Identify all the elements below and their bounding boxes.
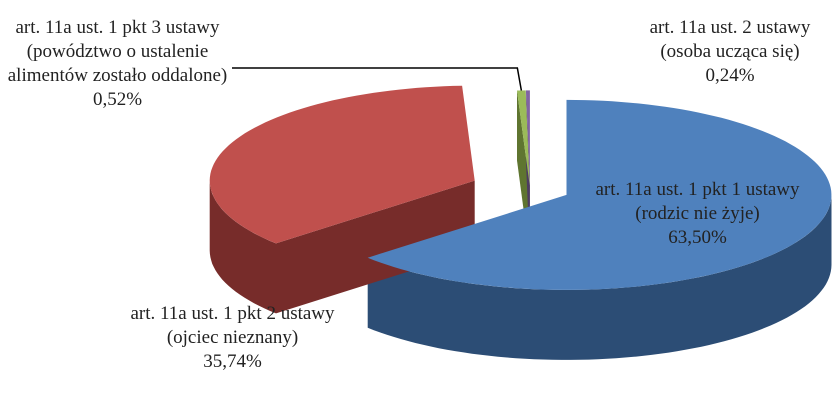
data-label: art. 11a ust. 1 pkt 1 ustawy (rodzic nie… [585,178,810,250]
label-name: art. 11a ust. 2 ustawy (osoba ucząca się… [649,17,811,62]
label-value: 0,52% [92,89,143,110]
slice [209,85,475,244]
slice [367,99,832,290]
label-name: art. 11a ust. 1 pkt 1 ustawy (rodzic nie… [595,179,800,224]
label-value: 35,74% [203,351,262,372]
slice-side [367,194,832,360]
slice-side [209,180,276,314]
label-value: 63,50% [668,227,727,248]
slice [525,90,530,186]
data-label: art. 11a ust. 2 ustawy (osoba ucząca się… [630,16,830,88]
leader-line [232,67,523,91]
label-name: art. 11a ust. 1 pkt 3 ustawy (powództwo … [7,17,228,86]
slice [517,90,530,186]
label-name: art. 11a ust. 1 pkt 2 ustawy (ojciec nie… [130,303,335,348]
data-label: art. 11a ust. 1 pkt 2 ustawy (ojciec nie… [120,302,345,374]
slice-side [276,180,475,314]
data-label: art. 11a ust. 1 pkt 3 ustawy (powództwo … [0,16,235,112]
label-value: 0,24% [705,65,755,86]
